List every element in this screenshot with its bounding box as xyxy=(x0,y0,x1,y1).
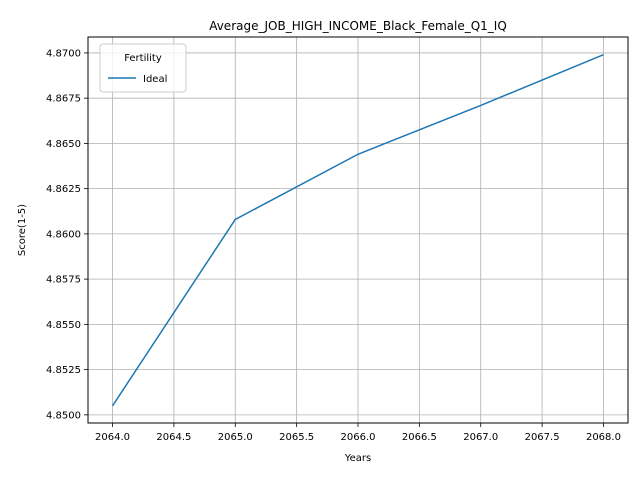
legend: Fertility Ideal xyxy=(99,43,187,93)
y-tick-label: 4.8550 xyxy=(46,320,81,331)
legend-entry-label: Ideal xyxy=(143,74,167,85)
x-tick-label: 2068.0 xyxy=(586,432,621,443)
grid xyxy=(88,37,628,423)
y-axis-label: Score(1-5) xyxy=(17,204,28,256)
x-tick-label: 2066.5 xyxy=(402,432,437,443)
y-tick-label: 4.8600 xyxy=(46,229,81,240)
y-tick-label: 4.8650 xyxy=(46,139,81,150)
y-tick-label: 4.8500 xyxy=(46,410,81,421)
x-axis-label: Years xyxy=(344,453,371,464)
legend-box xyxy=(99,43,187,93)
y-tick-label: 4.8625 xyxy=(46,184,81,195)
x-tick-label: 2067.5 xyxy=(525,432,560,443)
y-tick-label: 4.8525 xyxy=(46,365,81,376)
y-tick-label: 4.8700 xyxy=(46,48,81,59)
legend-title: Fertility xyxy=(124,53,162,64)
y-axis-ticks: 4.8500 4.8525 4.8550 4.8575 4.8600 4.8625 4.86… xyxy=(46,48,88,421)
x-tick-label: 2065.5 xyxy=(279,432,314,443)
x-tick-label: 2065.0 xyxy=(218,432,253,443)
x-tick-label: 2064.5 xyxy=(156,432,191,443)
series-layer xyxy=(111,54,604,407)
x-tick-label: 2064.0 xyxy=(95,432,130,443)
y-tick-label: 4.8575 xyxy=(46,275,81,286)
y-tick-label: 4.8675 xyxy=(46,94,81,105)
chart-title: Average_JOB_HIGH_INCOME_Black_Female_Q1_… xyxy=(209,19,507,33)
series-line-0 xyxy=(111,54,604,407)
x-tick-label: 2067.0 xyxy=(463,432,498,443)
x-axis-ticks: 2064.0 2064.5 2065.0 2065.5 2066.0 2066.5 2067… xyxy=(95,423,621,443)
x-tick-label: 2066.0 xyxy=(341,432,376,443)
